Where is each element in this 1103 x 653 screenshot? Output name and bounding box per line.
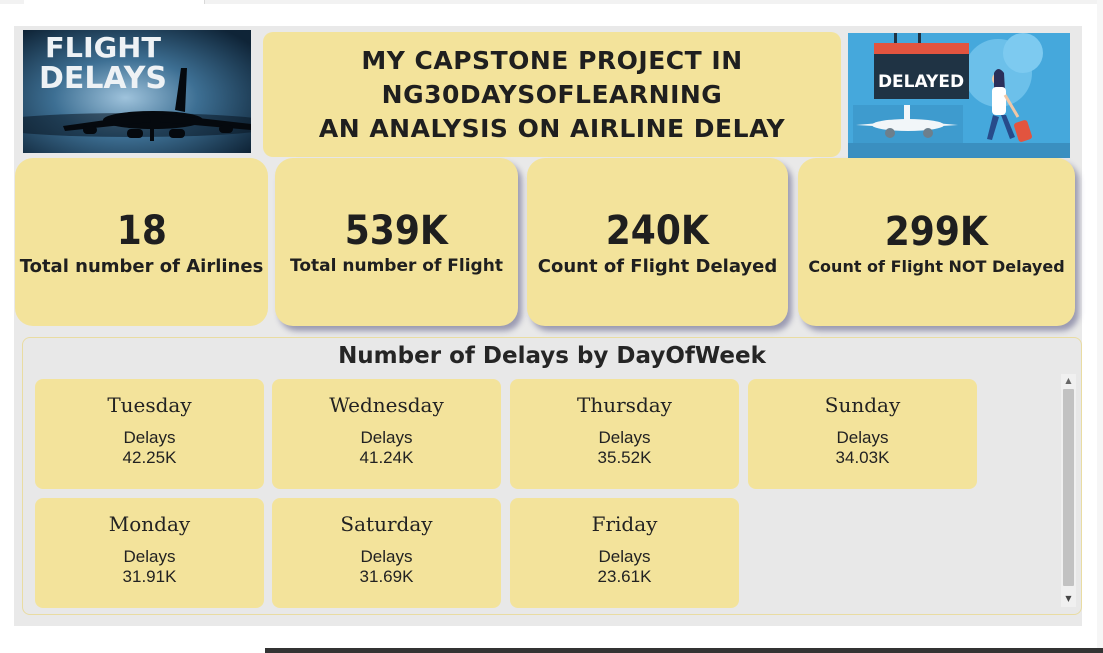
title-line-2: NG30DAYSOFLEARNING	[382, 78, 723, 112]
day-card-saturday[interactable]: Saturday Delays 31.69K	[272, 498, 501, 608]
delays-label: Delays	[510, 547, 739, 567]
delays-value: 35.52K	[510, 448, 739, 468]
delays-label: Delays	[748, 428, 977, 448]
kpi-label: Count of Flight NOT Delayed	[808, 257, 1064, 276]
delays-label: Delays	[35, 547, 264, 567]
kpi-card-not-delayed[interactable]: 299K Count of Flight NOT Delayed	[798, 158, 1075, 326]
delayed-illustration: DELAYED	[848, 33, 1070, 158]
kpi-value: 18	[116, 208, 166, 254]
scroll-up-arrow-icon[interactable]: ▲	[1061, 374, 1076, 388]
day-name: Saturday	[272, 512, 501, 536]
delays-value: 41.24K	[272, 448, 501, 468]
kpi-label: Total number of Airlines	[20, 256, 264, 277]
day-name: Monday	[35, 512, 264, 536]
day-name: Tuesday	[35, 393, 264, 417]
day-card-friday[interactable]: Friday Delays 23.61K	[510, 498, 739, 608]
delays-value: 34.03K	[748, 448, 977, 468]
day-card-monday[interactable]: Monday Delays 31.91K	[35, 498, 264, 608]
bottom-bar	[265, 648, 1103, 653]
delays-value: 31.91K	[35, 567, 264, 587]
day-name: Sunday	[748, 393, 977, 417]
day-card-wednesday[interactable]: Wednesday Delays 41.24K	[272, 379, 501, 489]
title-card: MY CAPSTONE PROJECT IN NG30DAYSOFLEARNIN…	[263, 32, 841, 157]
panel-scrollbar[interactable]: ▲ ▼	[1061, 374, 1076, 607]
delays-value: 31.69K	[272, 567, 501, 587]
kpi-value: 539K	[345, 208, 448, 254]
kpi-value: 299K	[885, 209, 988, 255]
delays-label: Delays	[510, 428, 739, 448]
day-card-tuesday[interactable]: Tuesday Delays 42.25K	[35, 379, 264, 489]
kpi-card-delayed[interactable]: 240K Count of Flight Delayed	[527, 158, 788, 326]
delays-label: Delays	[35, 428, 264, 448]
scroll-down-arrow-icon[interactable]: ▼	[1061, 592, 1076, 606]
delays-value: 42.25K	[35, 448, 264, 468]
delays-value: 23.61K	[510, 567, 739, 587]
right-edge	[1097, 0, 1103, 653]
page-tab[interactable]	[24, 0, 205, 4]
title-line-1: MY CAPSTONE PROJECT IN	[361, 44, 742, 78]
kpi-label: Count of Flight Delayed	[538, 256, 777, 277]
day-name: Friday	[510, 512, 739, 536]
kpi-card-airlines[interactable]: 18 Total number of Airlines	[15, 158, 268, 326]
day-card-thursday[interactable]: Thursday Delays 35.52K	[510, 379, 739, 489]
delays-label: Delays	[272, 547, 501, 567]
logo-left-line-1: FLIGHT	[45, 31, 161, 64]
kpi-label: Total number of Flight	[290, 256, 503, 276]
scroll-thumb[interactable]	[1063, 389, 1074, 586]
delays-label: Delays	[272, 428, 501, 448]
kpi-card-flights[interactable]: 539K Total number of Flight	[275, 158, 518, 326]
day-name: Wednesday	[272, 393, 501, 417]
delayed-sign-text: DELAYED	[878, 72, 964, 92]
kpi-value: 240K	[606, 208, 709, 254]
title-line-3: AN ANALYSIS ON AIRLINE DELAY	[319, 112, 785, 146]
day-card-sunday[interactable]: Sunday Delays 34.03K	[748, 379, 977, 489]
flight-delays-logo: FLIGHT DELAYS	[23, 30, 251, 153]
panel-title: Number of Delays by DayOfWeek	[23, 343, 1081, 369]
day-name: Thursday	[510, 393, 739, 417]
logo-left-line-2: DELAYS	[39, 61, 167, 96]
